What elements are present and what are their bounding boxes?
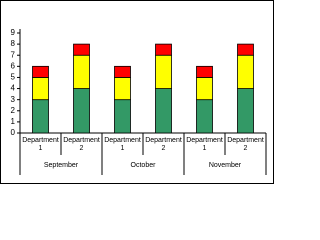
chart: 0 1 2 3 4 5 6 7 8 9 September October November Depar…	[0, 0, 274, 184]
bar-segment	[196, 99, 213, 134]
x-tick-label: Department 2	[227, 137, 264, 152]
y-tick-label: 1	[11, 117, 16, 126]
x-tick-label: Department 2	[63, 137, 100, 152]
bar-segment	[73, 54, 90, 89]
group-label: September	[44, 162, 79, 169]
group-label: November	[209, 162, 242, 169]
x-tick-label: Department 1	[104, 137, 141, 152]
y-tick-label: 0	[11, 128, 16, 137]
x-tick-label: Department 1	[22, 137, 59, 152]
x-tick-label: Department 1	[186, 137, 223, 152]
bar-segment	[114, 65, 131, 78]
y-tick-label: 4	[11, 84, 16, 93]
bar-segment	[32, 99, 49, 134]
y-tick-label: 8	[11, 39, 16, 48]
bar-segment	[196, 65, 213, 78]
y-tick-label: 9	[11, 28, 16, 37]
bar-segment	[237, 54, 254, 89]
y-tick-label: 6	[11, 61, 16, 70]
bar-segment	[32, 65, 49, 78]
bar-segment	[237, 88, 254, 134]
y-tick-label: 7	[11, 50, 16, 59]
bar-segment	[73, 88, 90, 134]
bar-segment	[114, 99, 131, 134]
bar-segment	[73, 43, 90, 56]
bar-segment	[196, 77, 213, 101]
y-tick-label: 2	[11, 106, 16, 115]
bar-segment	[155, 88, 172, 134]
bar-segment	[32, 77, 49, 101]
x-tick-label: Department 2	[145, 137, 182, 152]
bar-segment	[155, 43, 172, 56]
chart-canvas: 0 1 2 3 4 5 6 7 8 9 September October November	[0, 0, 274, 184]
bar-segment	[114, 77, 131, 101]
bar-segment	[237, 43, 254, 56]
y-tick-label: 3	[11, 95, 16, 104]
group-label: October	[131, 162, 157, 169]
y-tick-label: 5	[11, 73, 16, 82]
bar-segment	[155, 54, 172, 89]
